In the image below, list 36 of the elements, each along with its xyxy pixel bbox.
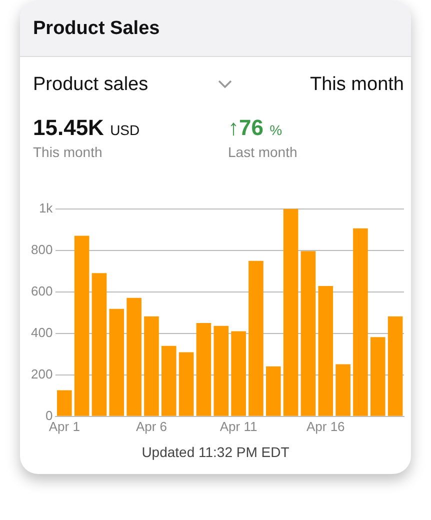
- bar: [231, 331, 246, 416]
- bar: [214, 326, 229, 416]
- text: Updated 11:32 PM EDT: [140, 444, 290, 460]
- bar: [300, 251, 316, 416]
- bar: [353, 228, 368, 416]
- x-tick-label: Apr 11: [220, 418, 258, 434]
- bar: [109, 308, 124, 416]
- chart-title: Product Sales: [20, 0, 411, 57]
- y-tick-label: 400: [30, 324, 53, 340]
- bar: [144, 316, 159, 416]
- x-tick-label: Apr 6: [136, 418, 168, 434]
- bar: [92, 273, 107, 416]
- text: ↑76 %: [228, 115, 282, 141]
- text: Product sales: [33, 74, 148, 96]
- text: 15.45K USD: [33, 115, 140, 141]
- text: Last month: [228, 144, 298, 160]
- bar: [266, 366, 281, 416]
- text: This month: [310, 74, 404, 96]
- bar: [248, 260, 264, 416]
- bar: [196, 322, 212, 416]
- bar: [388, 316, 403, 416]
- y-tick-label: 200: [30, 366, 53, 382]
- bar: [74, 236, 90, 416]
- bar: [178, 352, 194, 416]
- x-tick-label: Apr 16: [306, 418, 345, 434]
- bar: [126, 298, 142, 416]
- bar: [161, 346, 176, 416]
- text: This month: [33, 144, 102, 160]
- y-tick-label: 800: [30, 242, 53, 257]
- y-tick-label: 600: [30, 283, 53, 298]
- bar: [370, 337, 386, 416]
- bar: [283, 208, 298, 416]
- bar: [336, 364, 350, 416]
- bar: [318, 286, 334, 416]
- y-tick-label: 1k: [38, 200, 54, 216]
- bar: [56, 390, 72, 416]
